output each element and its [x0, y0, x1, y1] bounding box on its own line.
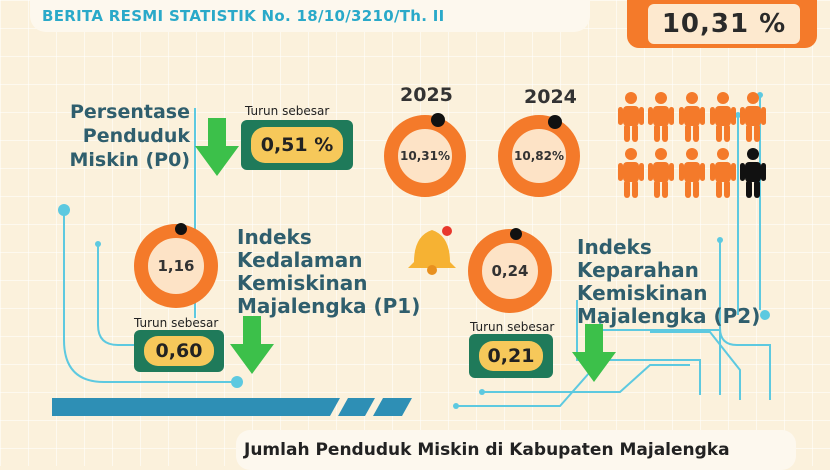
- p0-title-line1: Persentase: [69, 101, 190, 123]
- ring-2024-knob: [548, 115, 562, 129]
- header-title: BERITA RESMI STATISTIK No. 18/10/3210/Th…: [42, 7, 445, 25]
- p1-decrease-label: Turun sebesar: [134, 316, 219, 330]
- p2-down-arrow-icon: [572, 324, 616, 382]
- ring-p1-knob: [175, 223, 187, 235]
- p2-decrease-value: 0,21: [479, 341, 543, 371]
- p1-title-line2: Kedalaman: [237, 248, 363, 272]
- p1-title-line1: Indeks: [237, 225, 312, 249]
- p1-title: Indeks Kedalaman Kemiskinan Majalengka (…: [237, 226, 420, 318]
- p1-title-line4: Majalengka (P1): [237, 294, 421, 318]
- p0-decrease-label: Turun sebesar: [245, 104, 330, 118]
- p2-title-line2: Keparahan: [577, 258, 699, 282]
- p0-down-arrow-icon: [195, 118, 239, 176]
- header-bar: [30, 0, 590, 32]
- p2-title: Indeks Keparahan Kemiskinan Majalengka (…: [577, 236, 760, 328]
- p2-ring-value: 0,24: [491, 262, 529, 280]
- bottom-caption: Jumlah Penduduk Miskin di Kabupaten Maja…: [244, 440, 730, 460]
- ring-p2: [468, 229, 552, 313]
- p2-title-line1: Indeks: [577, 235, 652, 259]
- ring-2024-value: 10,82%: [514, 149, 564, 163]
- ring-2025-knob: [431, 113, 445, 127]
- ring-p2-knob: [510, 228, 522, 240]
- p1-ring-value: 1,16: [157, 257, 195, 275]
- ring-2025-year: 2025: [400, 84, 453, 106]
- ring-2024-year: 2024: [524, 86, 577, 108]
- ring-2025-value: 10,31%: [400, 149, 450, 163]
- p0-title: Persentase Penduduk Miskin (P0): [40, 100, 190, 172]
- p2-decrease-label: Turun sebesar: [470, 320, 555, 334]
- p1-title-line3: Kemiskinan: [237, 271, 368, 295]
- p2-title-line4: Majalengka (P2): [577, 304, 761, 328]
- p1-down-arrow-icon: [230, 316, 274, 374]
- p1-decrease-value: 0,60: [144, 336, 214, 366]
- ring-2025: [384, 115, 466, 197]
- p0-decrease-value: 0,51 %: [251, 127, 343, 163]
- top-value: 10,31 %: [648, 4, 800, 44]
- ring-2024: [498, 115, 580, 197]
- p0-title-line3: Miskin (P0): [69, 149, 190, 171]
- bottom-banner: [236, 430, 796, 470]
- p2-title-line3: Kemiskinan: [577, 281, 708, 305]
- p0-title-line2: Penduduk: [82, 125, 190, 147]
